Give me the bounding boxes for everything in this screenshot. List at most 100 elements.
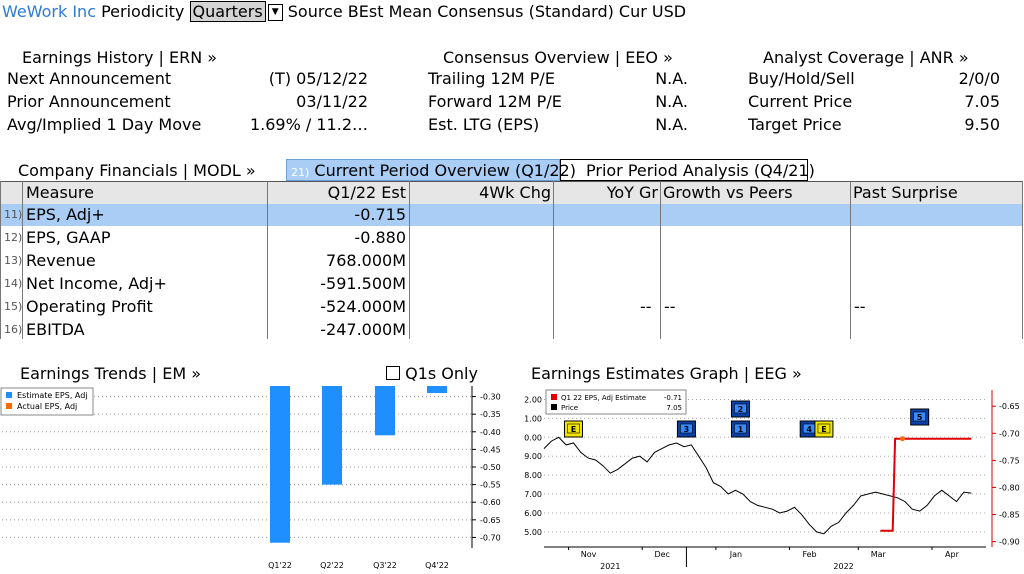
col-4wk[interactable]: 4Wk Chg xyxy=(479,183,551,202)
col-est[interactable]: Q1/22 Est xyxy=(327,183,406,202)
table-row[interactable]: 11) EPS, Adj+ -0.715 xyxy=(0,204,1022,226)
co-value-2: N.A. xyxy=(655,115,688,134)
co-label-0: Trailing 12M P/E xyxy=(428,69,555,88)
source-text: Source BEst Mean Consensus (Standard) Cu… xyxy=(287,2,687,21)
table-row[interactable]: 12) EPS, GAAP -0.880 xyxy=(0,227,1022,249)
col-divider xyxy=(267,181,268,339)
event-marker-label: 1 xyxy=(738,425,744,434)
table-row[interactable]: 15) Operating Profit -524.000M xyxy=(0,296,1022,318)
tab-prior-period[interactable] xyxy=(560,159,808,181)
col-divider xyxy=(553,181,554,339)
legend-label-price: Price xyxy=(561,404,578,412)
x-tick-label: Q3'22 xyxy=(373,561,397,570)
event-marker-inner xyxy=(567,423,580,434)
row-measure[interactable]: Revenue xyxy=(26,251,96,270)
x-tick-label: Mar xyxy=(871,550,887,559)
analyst-title[interactable]: Analyst Coverage | ANR » xyxy=(763,48,969,67)
left-tick-label: 9.00 xyxy=(524,452,542,461)
y-tick-label: -0.65 xyxy=(480,516,501,525)
eh-value-0: (T) 05/12/22 xyxy=(268,69,368,88)
eh-value-1: 03/11/22 xyxy=(296,92,368,111)
row-number: 13) xyxy=(4,254,23,267)
legend-label-estimate: Estimate EPS, Adj xyxy=(17,391,88,400)
legend-label-actual: Actual EPS, Adj xyxy=(17,402,77,411)
an-label-2: Target Price xyxy=(748,115,842,134)
co-label-1: Forward 12M P/E xyxy=(428,92,562,111)
event-marker-inner xyxy=(680,423,693,434)
event-marker-label: 3 xyxy=(684,425,690,434)
legend-swatch-estimate xyxy=(6,392,12,398)
eh-value-2: 1.69% / 11.2… xyxy=(249,115,368,134)
bar-estimate xyxy=(322,386,342,485)
event-marker-label: 2 xyxy=(738,405,744,414)
table-row[interactable]: 14) Net Income, Adj+ -591.500M xyxy=(0,273,1022,295)
price-line xyxy=(543,436,972,535)
earnings-estimates-chart: 12.00 11.00 10.00 9.00 8.00 7.00 6.00 5.00 -0.65… xyxy=(524,389,1020,571)
y-tick-label: -0.40 xyxy=(480,428,501,437)
row-measure[interactable]: EPS, GAAP xyxy=(26,228,111,247)
legend-swatch-actual xyxy=(6,403,12,409)
event-marker-label: E xyxy=(821,425,826,434)
right-tick-label: -0.70 xyxy=(999,429,1020,438)
col-measure[interactable]: Measure xyxy=(26,183,94,202)
y-tick-label: -0.60 xyxy=(480,498,501,507)
event-marker: E xyxy=(563,420,583,438)
row-measure[interactable]: Net Income, Adj+ xyxy=(26,274,167,293)
q1s-only-checkbox[interactable]: Q1s Only xyxy=(386,364,478,383)
bar-estimate xyxy=(375,386,395,436)
right-tick-label: -0.90 xyxy=(999,538,1020,547)
legend-box xyxy=(0,387,94,416)
col-surprise[interactable]: Past Surprise xyxy=(853,183,958,202)
earnings-history-title[interactable]: Earnings History | ERN » xyxy=(22,48,218,67)
row-estimate: -247.000M xyxy=(320,320,406,339)
co-label-2: Est. LTG (EPS) xyxy=(428,115,540,134)
row-number: 14) xyxy=(4,277,23,290)
consensus-title[interactable]: Consensus Overview | EEO » xyxy=(443,48,673,67)
row-number: 12) xyxy=(4,231,23,244)
left-tick-label: 11.00 xyxy=(524,414,542,423)
left-tick-label: 10.00 xyxy=(524,433,542,442)
x-tick-label: Q2'22 xyxy=(320,561,344,570)
col-divider xyxy=(660,181,661,339)
an-value-0: 2/0/0 xyxy=(958,69,1000,88)
event-marker-inner xyxy=(817,423,831,434)
x-tick-label: Feb xyxy=(802,550,816,559)
event-marker: 3 xyxy=(676,420,696,438)
tab-current-period[interactable] xyxy=(286,159,560,181)
dash-growth: -- xyxy=(664,297,676,316)
legend-box xyxy=(545,389,687,415)
row-number: 11) xyxy=(4,208,23,221)
dash-yoy: -- xyxy=(640,297,652,316)
y-tick-label: -0.45 xyxy=(480,445,501,454)
row-number: 16) xyxy=(4,323,23,336)
col-growth[interactable]: Growth vs Peers xyxy=(663,183,793,202)
table-row[interactable]: 13) Revenue 768.000M xyxy=(0,250,1022,272)
checkbox-box[interactable] xyxy=(386,366,400,380)
legend-value-estimate: -0.71 xyxy=(664,394,682,402)
graph-title[interactable]: Earnings Estimates Graph | EEG » xyxy=(531,364,802,383)
event-marker: E xyxy=(814,420,834,438)
col-yoy[interactable]: YoY Gr xyxy=(606,183,658,202)
row-estimate: 768.000M xyxy=(326,251,406,270)
periodicity-select[interactable]: Quarters xyxy=(189,1,266,22)
tab-current-period-label: 21) Current Period Overview (Q1/22) xyxy=(291,161,576,180)
event-marker: 4 xyxy=(799,420,819,438)
row-measure[interactable]: EPS, Adj+ xyxy=(26,205,105,224)
left-tick-label: 8.00 xyxy=(524,471,542,480)
row-measure[interactable]: Operating Profit xyxy=(26,297,153,316)
financials-title[interactable]: Company Financials | MODL » xyxy=(18,161,256,180)
company-name[interactable]: WeWork Inc xyxy=(2,2,96,21)
estimate-line xyxy=(880,437,972,532)
event-marker-label: 4 xyxy=(806,425,812,434)
col-divider xyxy=(1022,181,1023,339)
legend-label-estimate: Q1 22 EPS, Adj Estimate xyxy=(561,394,646,402)
selected-row-highlight xyxy=(0,204,1022,226)
estimate-point xyxy=(900,436,906,442)
co-value-0: N.A. xyxy=(655,69,688,88)
an-label-0: Buy/Hold/Sell xyxy=(748,69,855,88)
trends-title[interactable]: Earnings Trends | EM » xyxy=(20,364,201,383)
table-row[interactable]: 16) EBITDA -247.000M xyxy=(0,319,1022,341)
chevron-down-icon[interactable]: ▼ xyxy=(267,4,283,21)
row-measure[interactable]: EBITDA xyxy=(26,320,85,339)
left-tick-label: 5.00 xyxy=(524,528,542,537)
